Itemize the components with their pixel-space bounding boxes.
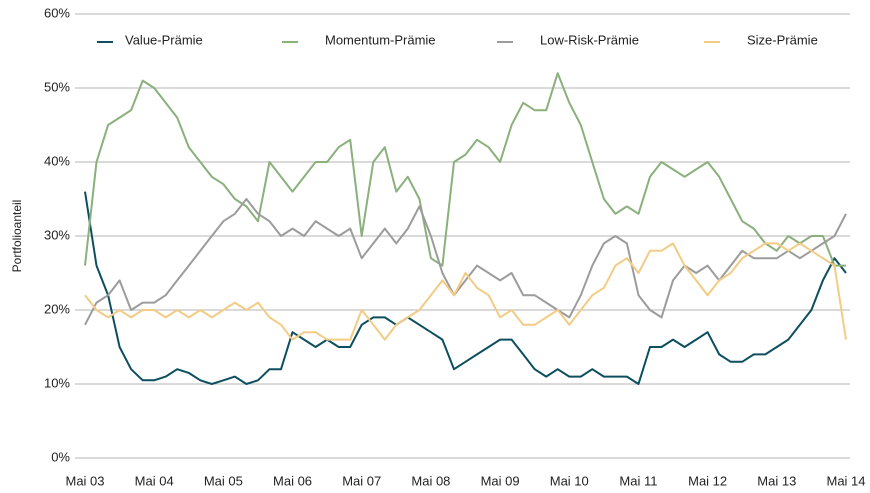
x-tick-label: Mai 06: [273, 473, 312, 488]
y-tick-label: 60%: [44, 5, 70, 20]
line-series: [84, 198, 847, 326]
y-tick-label: 0%: [51, 449, 70, 464]
y-tick-label: 20%: [44, 301, 70, 316]
x-tick-label: Mai 10: [550, 473, 589, 488]
legend-label: Momentum-Prämie: [325, 32, 436, 47]
y-tick-label: 40%: [44, 153, 70, 168]
x-tick-label: Mai 04: [135, 473, 174, 488]
x-tick-label: Mai 09: [481, 473, 520, 488]
y-axis-label: Portfolioanteil: [10, 200, 24, 273]
x-tick-label: Mai 11: [619, 473, 657, 488]
x-tick-label: Mai 05: [204, 473, 243, 488]
x-tick-label: Mai 12: [688, 473, 727, 488]
x-tick-label: Mai 07: [342, 473, 381, 488]
y-tick-label: 50%: [44, 79, 70, 94]
x-tick-label: Mai 13: [757, 473, 796, 488]
line-series: [84, 191, 847, 385]
x-tick-label: Mai 08: [411, 473, 450, 488]
x-tick-label: Mai 03: [65, 473, 104, 488]
line-series: [84, 72, 846, 267]
legend-label: Value-Prämie: [125, 32, 203, 47]
line-series: [84, 242, 847, 341]
y-tick-label: 30%: [44, 227, 70, 242]
legend-label: Size-Prämie: [747, 32, 818, 47]
x-tick-label: Mai 14: [826, 473, 865, 488]
legend-label: Low-Risk-Prämie: [540, 32, 639, 47]
y-tick-label: 10%: [44, 375, 70, 390]
